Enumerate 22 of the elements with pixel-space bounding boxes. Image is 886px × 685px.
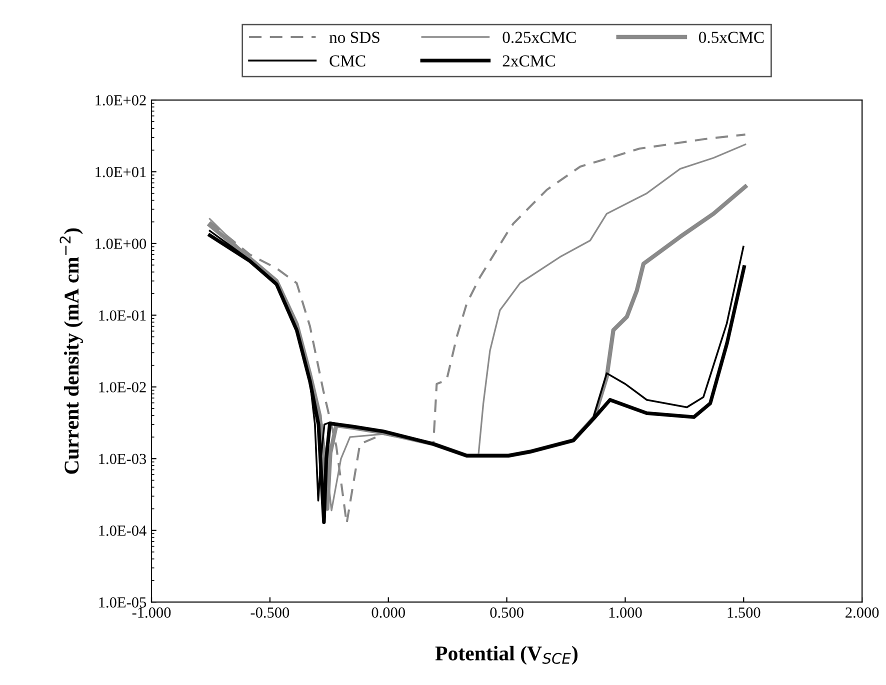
y-tick-label: 1.0E+01	[96, 166, 146, 178]
legend-label: no SDS	[329, 32, 380, 44]
legend-label: 0.25xCMC	[502, 32, 576, 44]
y-tick-label: 1.0E+02	[96, 95, 146, 106]
y-tick-label: 1.0E-03	[99, 454, 146, 464]
x-tick-label: 1.000	[609, 607, 642, 618]
x-axis-title: Potential (V$_{SCE}$)	[435, 646, 578, 665]
x-tick-label: 1.500	[728, 607, 760, 618]
legend-label: CMC	[330, 55, 366, 67]
x-tick-label: -1.000	[132, 607, 171, 618]
y-tick-label: 1.0E-02	[99, 382, 146, 392]
x-tick-label: -0.500	[250, 607, 290, 618]
y-axis-title: Current density (mA cm$^{−2}$)	[60, 228, 83, 474]
x-tick-label: 0.500	[490, 607, 524, 618]
x-tick-label: 2.000	[846, 607, 879, 618]
y-tick-label: 1.0E+00	[96, 238, 146, 249]
y-tick-label: 1.0E-01	[99, 310, 146, 321]
x-tick-label: 0.000	[372, 607, 405, 618]
legend-label: 2xCMC	[502, 55, 555, 67]
y-tick-label: 1.0E-05	[99, 597, 146, 608]
y-tick-label: 1.0E-04	[99, 526, 146, 536]
legend-label: 0.5xCMC	[698, 32, 764, 44]
